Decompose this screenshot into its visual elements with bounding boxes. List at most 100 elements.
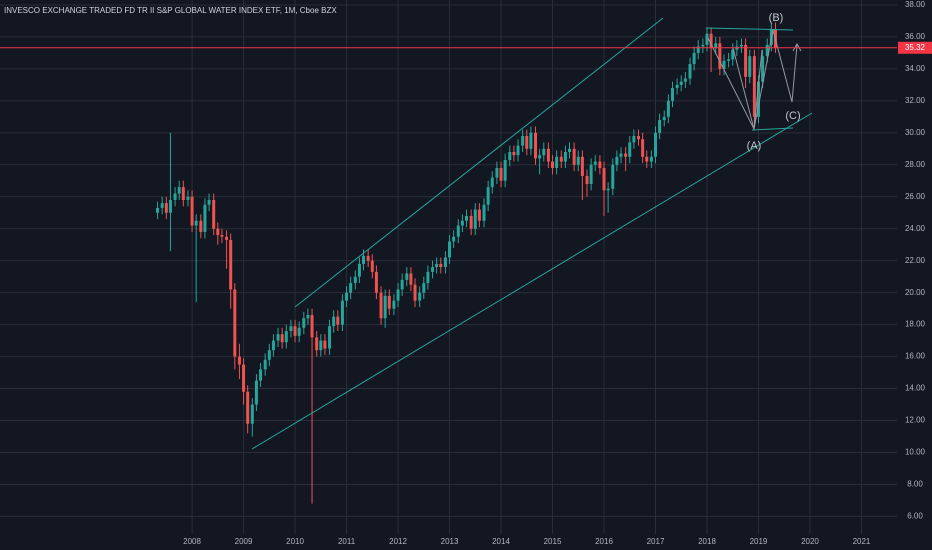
candle-body [203,204,207,232]
candle-body [658,120,662,133]
x-tick-label: 2011 [338,537,356,546]
y-tick-label: 28.00 [905,160,926,169]
candle-body [739,44,743,47]
candle-body [654,132,657,157]
candle-body [173,193,177,200]
candle-body [263,359,267,370]
y-tick-label: 12.00 [905,416,926,425]
candle-body [576,156,580,165]
candle-body [370,260,374,272]
candle-body [452,236,456,242]
candle-body [229,239,233,290]
candle-body [250,404,254,424]
candle-body [216,228,220,236]
candle-body [225,236,229,240]
candle-body [306,315,310,319]
y-tick-label: 20.00 [905,288,926,297]
candle-body [220,235,224,237]
candle-body [714,43,718,49]
candle-body [280,334,284,343]
candle-body [692,52,696,65]
candle-body [611,164,615,189]
x-tick-label: 2017 [647,537,665,546]
candle-body [683,78,687,82]
wave-label: (B) [769,12,784,24]
candle-body [580,156,584,176]
x-tick-label: 2016 [595,537,613,546]
y-tick-label: 16.00 [905,352,926,361]
candle-body [615,156,619,165]
candle-body [400,279,404,290]
candle-body [168,199,172,213]
candle-body [606,188,610,191]
wave-helper [732,47,763,130]
candle-body [431,267,435,272]
candle-body [349,283,353,293]
y-tick-label: 24.00 [905,224,926,233]
candle-body [538,155,542,159]
y-tick-label: 14.00 [905,384,926,393]
candle-body [315,337,319,351]
y-tick-label: 32.00 [905,96,926,105]
candle-body [418,292,422,301]
candle-body [473,209,477,229]
candle-body [328,326,332,349]
candle-body [546,148,550,162]
candle-body [551,161,555,168]
price-label: 35.32 [905,43,926,52]
candle-body [160,203,164,208]
candle-body [362,255,366,264]
candle-body [503,159,507,181]
candle-body [366,255,370,261]
candle-body [242,364,246,392]
candle-body [310,315,314,338]
x-tick-label: 2018 [698,537,716,546]
candle-body [181,187,185,200]
candle-body [387,295,391,309]
y-tick-label: 18.00 [905,320,926,329]
candle-body [670,88,674,101]
candle-body [271,340,275,351]
candle-body [233,289,237,357]
candle-body [199,220,203,232]
x-tick-label: 2019 [750,537,768,546]
candle-body [465,215,469,221]
candle-body [456,225,460,237]
level-top [705,27,794,31]
chart-title: INVESCO EXCHANGE TRADED FD TR II S&P GLO… [4,6,337,15]
candle-body [748,56,752,77]
candle-body [765,44,769,57]
candle-body [345,292,349,301]
candle-body [374,271,378,293]
wave-label: (A) [747,140,762,152]
candle-body [486,187,490,205]
candle-body [353,276,357,284]
candle-body [645,156,649,162]
channel-lower [251,112,813,450]
candle-body [212,199,216,229]
candle-body [718,43,722,69]
candle-body [443,257,447,268]
candle-body [709,33,713,49]
candle-body [559,156,563,162]
candle-body [624,153,628,157]
candle-body [156,207,160,213]
candle-body [495,167,499,178]
candle-body [246,391,250,424]
candle-body [254,380,258,405]
candle-body [357,263,361,277]
candle-body [696,46,700,53]
candle-body [568,148,572,153]
candle-body [521,136,525,146]
candle-body [477,209,481,221]
price-label-box [898,41,932,54]
candle-body [675,84,679,89]
candle-body [525,136,529,149]
candle-body [177,187,181,194]
candle-body [705,33,709,45]
candle-body [293,326,297,336]
candle-body [756,81,760,117]
y-tick-label: 6.00 [907,512,923,521]
candle-body [752,56,756,117]
